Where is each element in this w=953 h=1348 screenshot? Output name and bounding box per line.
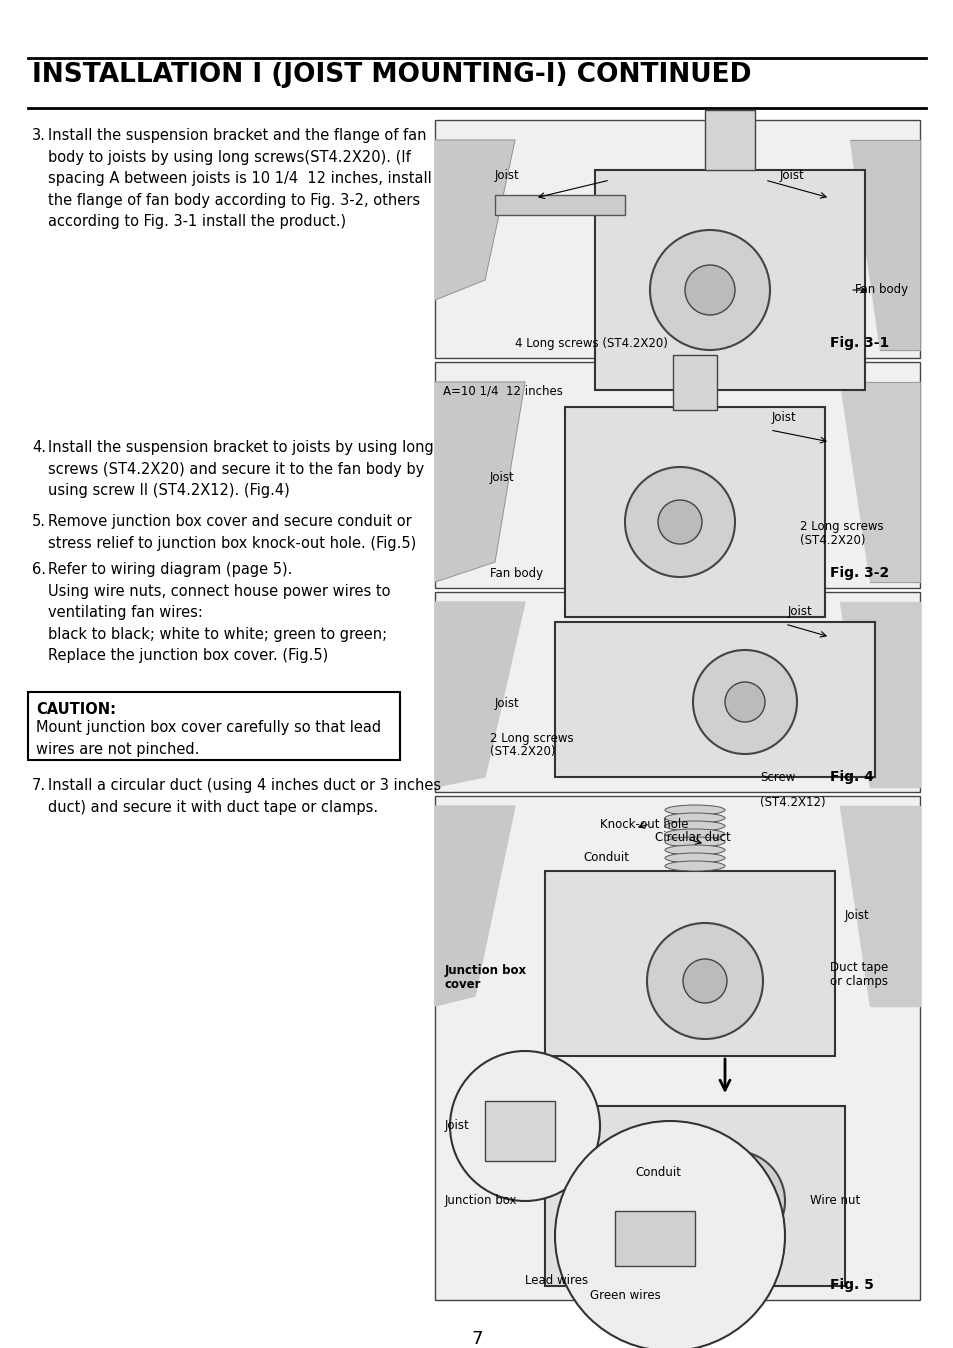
Bar — [28, 692, 399, 760]
Text: Lead wires: Lead wires — [524, 1274, 587, 1287]
Bar — [672, 355, 717, 410]
Text: Mount junction box cover carefully so that lead
wires are not pinched.: Mount junction box cover carefully so th… — [36, 720, 381, 756]
Circle shape — [649, 231, 769, 350]
Text: Install the suspension bracket and the flange of fan
body to joists by using lon: Install the suspension bracket and the f… — [48, 128, 432, 229]
Text: Remove junction box cover and secure conduit or
stress relief to junction box kn: Remove junction box cover and secure con… — [48, 514, 416, 550]
Ellipse shape — [664, 805, 724, 816]
Text: 2 Long screws: 2 Long screws — [490, 732, 573, 745]
Circle shape — [724, 682, 764, 723]
Polygon shape — [435, 806, 515, 1006]
Ellipse shape — [664, 845, 724, 855]
Text: A=10 1/4  12 inches: A=10 1/4 12 inches — [442, 384, 562, 398]
Text: Joist: Joist — [844, 910, 869, 922]
Text: Joist: Joist — [780, 168, 804, 182]
Text: Fig. 3-1: Fig. 3-1 — [829, 336, 888, 350]
Polygon shape — [849, 140, 919, 350]
Text: 4.: 4. — [32, 439, 46, 456]
Text: Refer to wiring diagram (page 5).
Using wire nuts, connect house power wires to
: Refer to wiring diagram (page 5). Using … — [48, 562, 390, 663]
Text: Install a circular duct (using 4 inches duct or 3 inches
duct) and secure it wit: Install a circular duct (using 4 inches … — [48, 778, 440, 814]
Text: Duct tape: Duct tape — [829, 961, 887, 975]
Bar — [484, 1101, 555, 1161]
Text: Circular duct: Circular duct — [655, 830, 730, 844]
Text: Junction box: Junction box — [444, 1194, 517, 1206]
Text: (ST4.2X12): (ST4.2X12) — [760, 797, 824, 809]
Bar — [435, 797, 919, 1299]
Text: Green wires: Green wires — [589, 1289, 660, 1302]
Text: Conduit: Conduit — [582, 851, 628, 864]
Circle shape — [624, 466, 734, 577]
Ellipse shape — [664, 829, 724, 838]
Text: Joist: Joist — [771, 411, 796, 425]
Bar — [435, 363, 919, 588]
Text: Joist: Joist — [495, 168, 519, 182]
Polygon shape — [840, 806, 919, 1006]
Text: Fig. 3-2: Fig. 3-2 — [829, 566, 888, 580]
Bar — [615, 1211, 695, 1266]
Circle shape — [684, 1151, 784, 1251]
Circle shape — [658, 500, 701, 545]
Text: Joist: Joist — [444, 1119, 469, 1132]
Text: Knock-out hole: Knock-out hole — [599, 818, 688, 830]
Circle shape — [555, 1122, 784, 1348]
Text: Fig. 5: Fig. 5 — [829, 1278, 873, 1291]
Polygon shape — [435, 381, 524, 582]
Text: Joist: Joist — [787, 605, 812, 617]
Text: (ST4.2X20): (ST4.2X20) — [490, 745, 555, 758]
Bar — [704, 111, 754, 170]
Text: or clamps: or clamps — [829, 975, 887, 988]
Bar — [595, 170, 864, 390]
Ellipse shape — [664, 821, 724, 830]
Bar — [544, 1105, 844, 1286]
Bar — [555, 621, 874, 776]
Ellipse shape — [664, 853, 724, 863]
Text: 6.: 6. — [32, 562, 46, 577]
Bar — [435, 120, 919, 359]
Text: 5.: 5. — [32, 514, 46, 528]
Bar — [435, 592, 919, 793]
Text: Joist: Joist — [490, 470, 515, 484]
Bar — [564, 407, 824, 617]
Text: cover: cover — [444, 979, 481, 991]
Text: Junction box: Junction box — [444, 964, 527, 977]
Ellipse shape — [664, 813, 724, 824]
Text: CAUTION:: CAUTION: — [36, 702, 116, 717]
Text: 7: 7 — [471, 1330, 482, 1348]
Text: Fan body: Fan body — [854, 283, 907, 297]
Circle shape — [682, 958, 726, 1003]
Circle shape — [692, 650, 796, 754]
Text: 4 Long screws (ST4.2X20): 4 Long screws (ST4.2X20) — [515, 337, 667, 350]
Ellipse shape — [664, 837, 724, 847]
Ellipse shape — [664, 861, 724, 871]
Polygon shape — [840, 603, 919, 787]
Circle shape — [684, 266, 734, 315]
Polygon shape — [435, 603, 524, 787]
Bar — [495, 195, 624, 214]
Text: 2 Long screws: 2 Long screws — [800, 520, 882, 532]
Polygon shape — [435, 140, 515, 301]
Text: Joist: Joist — [495, 697, 519, 710]
Polygon shape — [840, 381, 919, 582]
Text: INSTALLATION I (JOIST MOUNTING-I) CONTINUED: INSTALLATION I (JOIST MOUNTING-I) CONTIN… — [32, 62, 751, 88]
Text: Conduit: Conduit — [635, 1166, 680, 1180]
Text: 7.: 7. — [32, 778, 46, 793]
Text: Fan body: Fan body — [490, 568, 542, 580]
Text: Wire nut: Wire nut — [809, 1194, 860, 1206]
Circle shape — [646, 923, 762, 1039]
Text: Screw: Screw — [760, 771, 795, 785]
Text: Install the suspension bracket to joists by using long
screws (ST4.2X20) and sec: Install the suspension bracket to joists… — [48, 439, 434, 499]
Bar — [544, 871, 834, 1055]
Text: 3.: 3. — [32, 128, 46, 143]
Circle shape — [450, 1051, 599, 1201]
Text: (ST4.2X20): (ST4.2X20) — [800, 534, 864, 547]
Text: Fig. 4: Fig. 4 — [829, 770, 873, 785]
